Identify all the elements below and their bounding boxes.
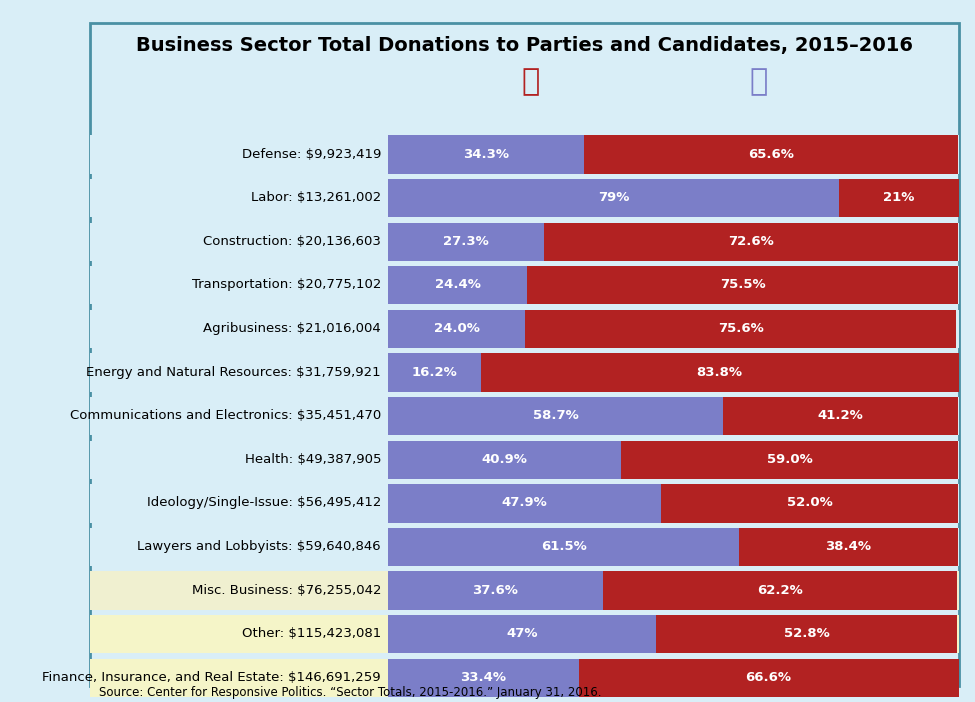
Text: 24.4%: 24.4% <box>435 279 481 291</box>
FancyBboxPatch shape <box>621 441 958 479</box>
FancyBboxPatch shape <box>388 397 722 435</box>
FancyBboxPatch shape <box>481 353 958 392</box>
FancyBboxPatch shape <box>90 571 958 610</box>
Text: Business Sector Total Donations to Parties and Candidates, 2015–2016: Business Sector Total Donations to Parti… <box>136 36 913 55</box>
Text: Source: Center for Responsive Politics. “Sector Totals, 2015-2016.” January 31, : Source: Center for Responsive Politics. … <box>98 686 601 699</box>
FancyBboxPatch shape <box>388 266 527 305</box>
Text: Health: $49,387,905: Health: $49,387,905 <box>245 453 381 466</box>
FancyBboxPatch shape <box>388 353 481 392</box>
Text: 72.6%: 72.6% <box>728 234 774 248</box>
FancyBboxPatch shape <box>527 266 958 305</box>
FancyBboxPatch shape <box>388 528 739 566</box>
Text: 21%: 21% <box>883 191 915 204</box>
Text: 37.6%: 37.6% <box>473 583 519 597</box>
FancyBboxPatch shape <box>90 266 958 305</box>
FancyBboxPatch shape <box>388 179 838 217</box>
Text: Lawyers and Lobbyists: $59,640,846: Lawyers and Lobbyists: $59,640,846 <box>137 540 381 553</box>
FancyBboxPatch shape <box>656 615 957 654</box>
FancyBboxPatch shape <box>584 135 958 173</box>
Text: 83.8%: 83.8% <box>696 366 743 378</box>
Text: Energy and Natural Resources: $31,759,921: Energy and Natural Resources: $31,759,92… <box>87 366 381 378</box>
Text: 🐘: 🐘 <box>750 67 768 97</box>
FancyBboxPatch shape <box>722 397 958 435</box>
FancyBboxPatch shape <box>525 310 956 348</box>
Text: 🫏: 🫏 <box>522 67 540 97</box>
FancyBboxPatch shape <box>90 658 958 697</box>
Text: Agribusiness: $21,016,004: Agribusiness: $21,016,004 <box>204 322 381 335</box>
Text: 27.3%: 27.3% <box>443 234 488 248</box>
FancyBboxPatch shape <box>90 441 958 479</box>
Text: Construction: $20,136,603: Construction: $20,136,603 <box>203 234 381 248</box>
Text: Communications and Electronics: $35,451,470: Communications and Electronics: $35,451,… <box>70 409 381 422</box>
Text: 79%: 79% <box>598 191 629 204</box>
Text: 58.7%: 58.7% <box>532 409 578 422</box>
FancyBboxPatch shape <box>90 397 958 435</box>
Text: 47%: 47% <box>506 628 538 640</box>
Text: 41.2%: 41.2% <box>818 409 863 422</box>
FancyBboxPatch shape <box>388 484 661 522</box>
FancyBboxPatch shape <box>578 658 958 697</box>
FancyBboxPatch shape <box>90 135 958 173</box>
FancyBboxPatch shape <box>90 223 958 261</box>
Text: 66.6%: 66.6% <box>746 671 792 684</box>
Text: 65.6%: 65.6% <box>748 147 794 161</box>
FancyBboxPatch shape <box>90 353 958 392</box>
FancyBboxPatch shape <box>388 441 621 479</box>
FancyBboxPatch shape <box>388 571 603 610</box>
Text: 59.0%: 59.0% <box>766 453 812 466</box>
FancyBboxPatch shape <box>90 310 958 348</box>
FancyBboxPatch shape <box>495 62 566 102</box>
Text: 61.5%: 61.5% <box>541 540 586 553</box>
FancyBboxPatch shape <box>838 179 958 217</box>
Text: 33.4%: 33.4% <box>460 671 506 684</box>
FancyBboxPatch shape <box>90 615 958 654</box>
Text: 40.9%: 40.9% <box>482 453 527 466</box>
FancyBboxPatch shape <box>388 615 656 654</box>
Text: Labor: $13,261,002: Labor: $13,261,002 <box>251 191 381 204</box>
FancyBboxPatch shape <box>388 658 578 697</box>
Text: Other: $115,423,081: Other: $115,423,081 <box>242 628 381 640</box>
Text: 75.5%: 75.5% <box>720 279 765 291</box>
FancyBboxPatch shape <box>544 223 958 261</box>
FancyBboxPatch shape <box>90 528 958 566</box>
Text: 16.2%: 16.2% <box>411 366 457 378</box>
Text: 24.0%: 24.0% <box>434 322 480 335</box>
FancyBboxPatch shape <box>388 223 544 261</box>
Text: Transportation: $20,775,102: Transportation: $20,775,102 <box>192 279 381 291</box>
FancyBboxPatch shape <box>90 179 958 217</box>
Text: 34.3%: 34.3% <box>463 147 509 161</box>
Text: 38.4%: 38.4% <box>826 540 872 553</box>
FancyBboxPatch shape <box>661 484 958 522</box>
Text: Finance, Insurance, and Real Estate: $146,691,259: Finance, Insurance, and Real Estate: $14… <box>43 671 381 684</box>
FancyBboxPatch shape <box>739 528 958 566</box>
FancyBboxPatch shape <box>90 23 958 686</box>
Text: 62.2%: 62.2% <box>758 583 802 597</box>
Text: Defense: $9,923,419: Defense: $9,923,419 <box>242 147 381 161</box>
Text: 52.0%: 52.0% <box>787 496 833 510</box>
FancyBboxPatch shape <box>388 310 525 348</box>
FancyBboxPatch shape <box>90 484 958 522</box>
Text: 47.9%: 47.9% <box>502 496 548 510</box>
FancyBboxPatch shape <box>603 571 957 610</box>
Text: Ideology/Single-Issue: $56,495,412: Ideology/Single-Issue: $56,495,412 <box>146 496 381 510</box>
Text: 52.8%: 52.8% <box>784 628 830 640</box>
Text: Misc. Business: $76,255,042: Misc. Business: $76,255,042 <box>192 583 381 597</box>
FancyBboxPatch shape <box>388 135 584 173</box>
Text: 75.6%: 75.6% <box>718 322 763 335</box>
FancyBboxPatch shape <box>723 62 794 102</box>
